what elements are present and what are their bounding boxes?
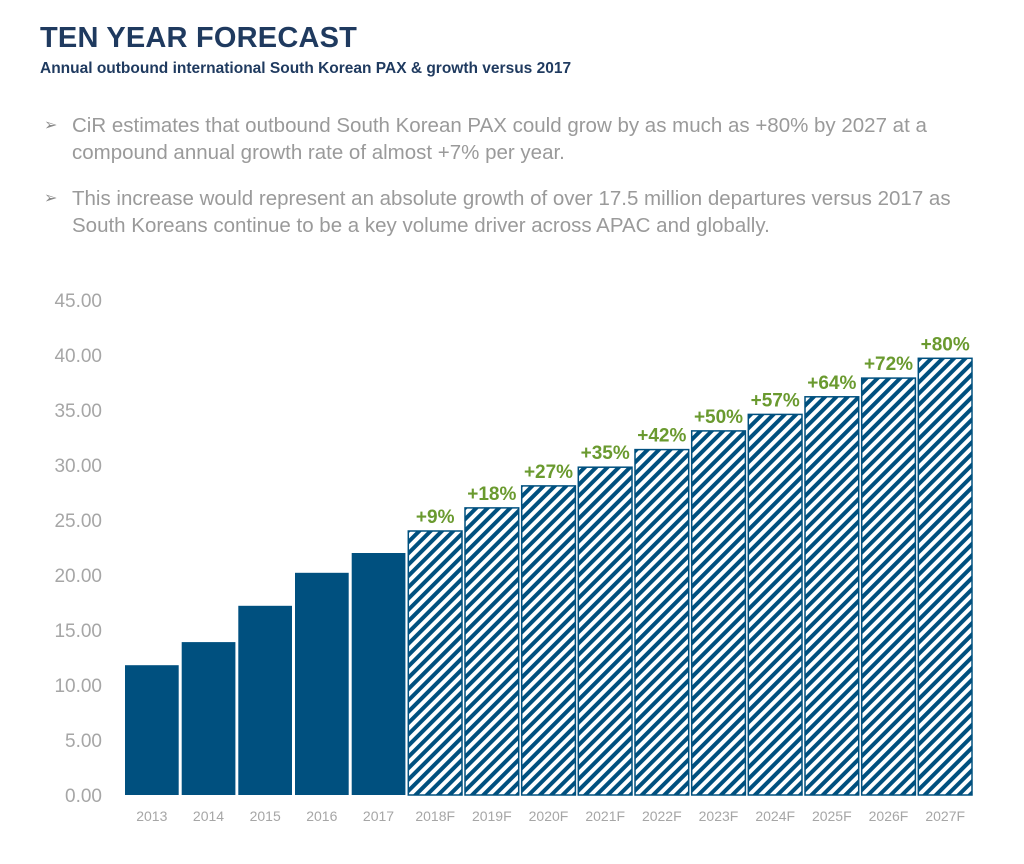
y-tick-label: 15.00 <box>54 621 102 642</box>
forecast-bar <box>804 396 860 796</box>
forecast-bar <box>577 466 633 796</box>
growth-label: +9% <box>416 507 455 528</box>
bullet-text: CiR estimates that outbound South Korean… <box>72 114 927 164</box>
bar-chart: 0.00 5.00 10.00 15.00 20.00 25.00 30.00 35.00 40… <box>54 291 973 824</box>
actual-bar <box>181 642 236 795</box>
bullet-list: ➢ CiR estimates that outbound South Kore… <box>44 112 994 258</box>
x-tick-label: 2027F <box>925 808 965 824</box>
chart-subtitle: Annual outbound international South Kore… <box>40 60 572 77</box>
growth-label: +42% <box>637 426 686 447</box>
y-tick-label: 30.00 <box>54 456 102 477</box>
y-tick-label: 45.00 <box>54 291 102 312</box>
x-tick-label: 2015 <box>250 808 281 824</box>
y-tick-label: 0.00 <box>65 786 102 807</box>
growth-labels: +9% +18% +27% +35% +42% +50% +57% +64% +72% +80% <box>416 334 970 528</box>
forecast-bar <box>917 357 973 796</box>
forecast-bar <box>747 413 803 796</box>
growth-label: +18% <box>467 484 516 505</box>
growth-label: +72% <box>864 354 913 375</box>
growth-label: +27% <box>524 462 573 483</box>
growth-label: +64% <box>807 373 856 394</box>
y-tick-label: 5.00 <box>65 731 102 752</box>
forecast-bar <box>690 430 747 796</box>
y-tick-label: 10.00 <box>54 676 102 697</box>
forecast-bar <box>860 377 917 796</box>
x-tick-label: 2014 <box>193 808 224 824</box>
x-tick-label: 2020F <box>529 808 569 824</box>
x-tick-label: 2019F <box>472 808 512 824</box>
growth-label: +57% <box>751 390 800 411</box>
forecast-bar <box>634 448 690 796</box>
forecast-bar <box>464 507 520 796</box>
x-tick-label: 2023F <box>699 808 739 824</box>
x-tick-label: 2018F <box>415 808 455 824</box>
y-axis: 0.00 5.00 10.00 15.00 20.00 25.00 30.00 35.00 40… <box>54 291 102 807</box>
x-tick-label: 2021F <box>585 808 625 824</box>
bullet-text: This increase would represent an absolut… <box>72 187 951 237</box>
x-tick-label: 2026F <box>869 808 909 824</box>
x-tick-label: 2016 <box>306 808 337 824</box>
x-tick-label: 2022F <box>642 808 682 824</box>
x-tick-label: 2025F <box>812 808 852 824</box>
x-tick-label: 2017 <box>363 808 394 824</box>
bars-group <box>125 357 973 796</box>
forecast-bar <box>520 485 577 796</box>
x-tick-label: 2024F <box>755 808 795 824</box>
actual-bar <box>238 605 292 795</box>
x-axis: 2013 2014 2015 2016 2017 2018F 2019F 2020F 2021F… <box>136 808 965 824</box>
bullet-item: ➢ This increase would represent an absol… <box>44 185 994 239</box>
arrow-bullet-icon: ➢ <box>44 190 58 207</box>
actual-bar <box>125 665 179 795</box>
growth-label: +80% <box>921 334 970 355</box>
chart-title: TEN YEAR FORECAST <box>40 22 358 54</box>
actual-bar <box>295 572 349 795</box>
arrow-bullet-icon: ➢ <box>44 117 58 134</box>
actual-bar <box>351 553 406 795</box>
y-tick-label: 40.00 <box>54 346 102 367</box>
bullet-item: ➢ CiR estimates that outbound South Kore… <box>44 112 994 166</box>
y-tick-label: 20.00 <box>54 566 102 587</box>
x-tick-label: 2013 <box>136 808 167 824</box>
growth-label: +35% <box>581 443 630 464</box>
growth-label: +50% <box>694 407 743 428</box>
y-tick-label: 35.00 <box>54 401 102 422</box>
forecast-bar <box>407 530 463 796</box>
y-tick-label: 25.00 <box>54 511 102 532</box>
